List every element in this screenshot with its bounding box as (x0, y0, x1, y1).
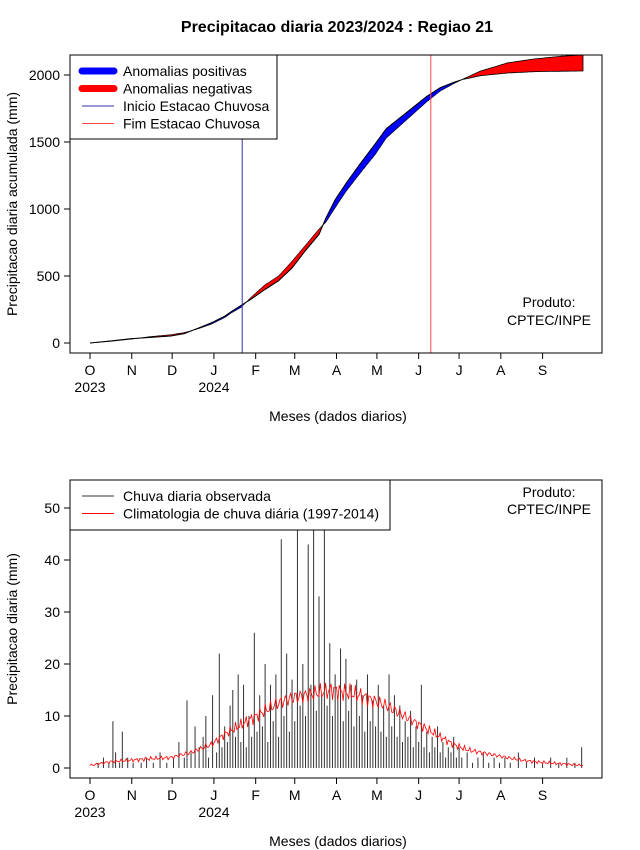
y-tick-label: 1000 (29, 201, 60, 217)
positive-anomaly-area (321, 79, 462, 229)
year-label: 2023 (74, 379, 105, 395)
x-tick-label: J (210, 362, 217, 378)
x-tick-label: D (167, 362, 177, 378)
y-tick-label: 1500 (29, 134, 60, 150)
x-tick-label: M (371, 362, 383, 378)
cumulative-panel: 0 500 1000 1500 2000 O N D J F M A M J J A S 2023 2024 Mese… (4, 54, 603, 424)
y-tick-label: 40 (44, 552, 60, 568)
x-tick-label: M (371, 787, 383, 803)
daily-panel: 0 10 20 30 40 50 O N D J F M A M J J A S 2023 2024 Meses (da… (4, 479, 603, 849)
product-source: CPTEC/INPE (507, 501, 591, 517)
x-tick-label: J (415, 362, 422, 378)
legend-label: Chuva diaria observada (123, 488, 271, 504)
x-tick-label: J (456, 362, 463, 378)
legend-label: Anomalias negativas (123, 81, 252, 97)
x-tick-label: J (415, 787, 422, 803)
x-tick-label: M (289, 787, 301, 803)
y-tick-label: 0 (52, 335, 60, 351)
legend-label: Climatologia de chuva diária (1997-2014) (123, 506, 379, 522)
negative-anomaly-area (246, 225, 323, 303)
x-tick-label: N (127, 787, 137, 803)
climatology-line (89, 682, 584, 767)
x-tick-label: A (332, 787, 342, 803)
negative-anomaly-area (461, 54, 584, 81)
y-tick-label: 0 (52, 760, 60, 776)
x-axis-label: Meses (dados diarios) (269, 833, 407, 849)
x-tick-label: A (496, 787, 506, 803)
y-tick-label: 10 (44, 708, 60, 724)
y-tick-label: 50 (44, 500, 60, 516)
x-tick-label: S (538, 787, 547, 803)
x-tick-label: A (496, 362, 506, 378)
x-tick-label: F (251, 362, 260, 378)
year-label: 2024 (198, 804, 229, 820)
positive-anomaly-area (192, 301, 247, 331)
x-tick-label: S (538, 362, 547, 378)
year-label: 2024 (198, 379, 229, 395)
legend-label: Inicio Estacao Chuvosa (123, 98, 270, 114)
chart-title: Precipitacao diaria 2023/2024 : Regiao 2… (181, 19, 493, 36)
y-tick-label: 2000 (29, 67, 60, 83)
y-tick-label: 500 (37, 268, 61, 284)
x-tick-label: M (289, 362, 301, 378)
y-axis-label: Precipitacao diaria (mm) (4, 553, 20, 705)
y-tick-label: 20 (44, 656, 60, 672)
series-line (89, 79, 462, 344)
legend-box (69, 479, 391, 531)
negative-anomaly-area (138, 330, 193, 339)
y-tick-label: 30 (44, 604, 60, 620)
x-tick-label: J (456, 787, 463, 803)
x-tick-label: A (332, 362, 342, 378)
x-tick-label: O (85, 787, 96, 803)
x-tick-label: D (167, 787, 177, 803)
year-label: 2023 (74, 804, 105, 820)
product-label: Produto: (523, 294, 576, 310)
x-tick-label: F (251, 787, 260, 803)
x-axis-label: Meses (dados diarios) (269, 408, 407, 424)
y-axis-label: Precipitacao diaria acumulada (mm) (4, 92, 20, 316)
legend-label: Anomalias positivas (123, 63, 247, 79)
x-tick-label: O (85, 362, 96, 378)
legend-label: Fim Estacao Chuvosa (123, 116, 260, 132)
x-tick-label: J (210, 787, 217, 803)
x-tick-label: N (127, 362, 137, 378)
product-label: Produto: (523, 484, 576, 500)
product-source: CPTEC/INPE (507, 312, 591, 328)
